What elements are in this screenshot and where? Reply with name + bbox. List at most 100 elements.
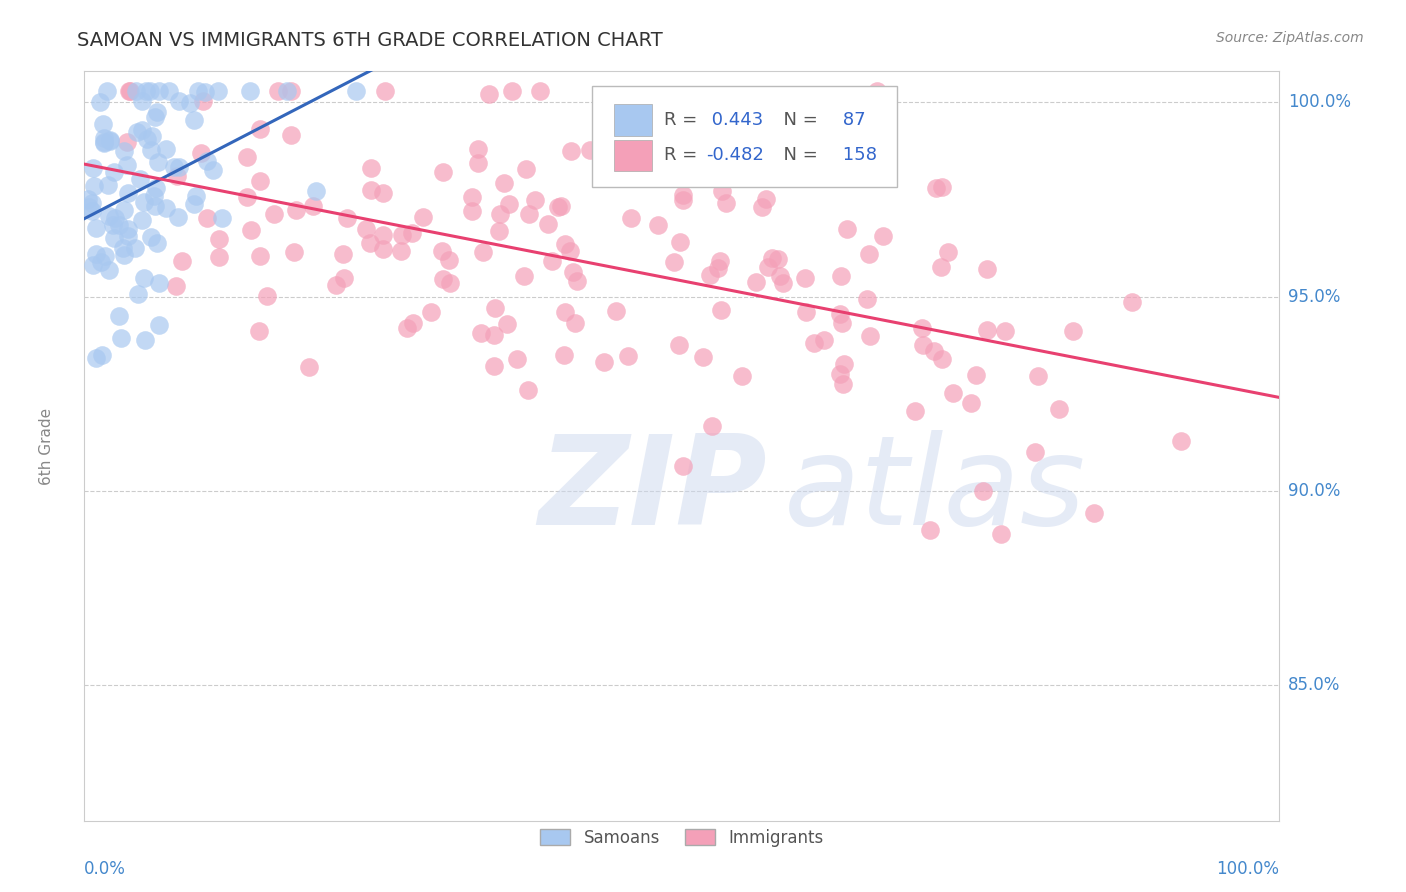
Point xyxy=(461,203,484,218)
Point xyxy=(859,329,882,343)
Point xyxy=(108,219,131,233)
Point xyxy=(135,84,157,98)
Point xyxy=(125,84,148,98)
Point xyxy=(276,84,298,98)
Point xyxy=(155,201,177,215)
Point xyxy=(922,344,945,359)
Point xyxy=(143,188,166,202)
Point xyxy=(191,94,214,108)
Point xyxy=(558,244,581,259)
Point xyxy=(389,244,412,258)
Text: 100.0%: 100.0% xyxy=(1288,94,1351,112)
Point xyxy=(482,328,505,343)
Point xyxy=(80,196,103,211)
Point xyxy=(501,84,523,98)
Point xyxy=(96,178,118,193)
Point xyxy=(793,271,815,285)
Point xyxy=(541,253,564,268)
Point xyxy=(97,210,120,224)
Point xyxy=(371,228,394,243)
Point xyxy=(103,230,125,244)
Point xyxy=(112,144,135,158)
Point xyxy=(112,248,135,262)
Point xyxy=(1024,445,1046,459)
Point xyxy=(236,150,259,164)
Point xyxy=(131,213,153,227)
Point xyxy=(280,84,302,98)
Point xyxy=(1170,434,1192,449)
Point xyxy=(513,269,536,284)
Point xyxy=(976,261,998,276)
Point xyxy=(96,84,118,98)
Point xyxy=(135,131,157,145)
Point xyxy=(492,176,515,190)
Point xyxy=(148,277,170,291)
Point xyxy=(856,292,879,306)
Point xyxy=(325,278,347,293)
Point xyxy=(794,305,817,319)
Point xyxy=(89,95,111,110)
Point xyxy=(537,217,560,231)
Point xyxy=(93,249,115,263)
Point xyxy=(117,228,139,243)
Point xyxy=(283,244,305,259)
Point xyxy=(360,183,382,197)
Point xyxy=(267,84,290,98)
Point xyxy=(141,143,163,157)
Point xyxy=(83,178,105,193)
Point xyxy=(80,203,103,218)
Point xyxy=(134,271,156,285)
Point xyxy=(831,316,853,330)
Point xyxy=(118,84,141,98)
FancyBboxPatch shape xyxy=(592,87,897,187)
Point xyxy=(1026,369,1049,384)
Point xyxy=(124,241,146,255)
Point xyxy=(488,224,510,238)
Point xyxy=(148,318,170,332)
Point xyxy=(605,304,627,318)
Point xyxy=(183,197,205,211)
Text: ZIP: ZIP xyxy=(538,431,768,551)
Point xyxy=(972,484,994,499)
Text: 0.443: 0.443 xyxy=(706,112,763,129)
Point xyxy=(84,351,107,365)
Point xyxy=(1047,401,1070,416)
Point xyxy=(672,193,695,207)
Point xyxy=(579,143,602,157)
Point xyxy=(77,192,100,206)
Point xyxy=(167,160,190,174)
Point xyxy=(866,84,889,98)
Point xyxy=(803,335,825,350)
Point xyxy=(332,246,354,260)
Point xyxy=(430,244,453,259)
Text: -0.482: -0.482 xyxy=(706,146,763,164)
Point xyxy=(201,163,224,178)
Point xyxy=(554,237,576,252)
Point xyxy=(617,349,640,363)
Point xyxy=(931,351,953,366)
Point xyxy=(710,184,733,198)
Point xyxy=(467,142,489,156)
Point xyxy=(1121,295,1143,310)
Text: N =: N = xyxy=(772,112,823,129)
Point xyxy=(467,155,489,169)
Point xyxy=(82,258,104,272)
Point xyxy=(305,184,328,198)
Point xyxy=(925,181,948,195)
Point xyxy=(471,245,494,260)
Point xyxy=(239,223,262,237)
Point xyxy=(976,323,998,337)
Point xyxy=(166,169,188,183)
Text: 6th Grade: 6th Grade xyxy=(39,408,55,484)
Point xyxy=(146,105,169,120)
Point xyxy=(401,226,423,240)
Point xyxy=(959,396,981,410)
Point xyxy=(165,279,187,293)
Point xyxy=(336,211,359,226)
Point xyxy=(256,288,278,302)
Point xyxy=(211,211,233,225)
Point xyxy=(547,200,569,214)
Point xyxy=(112,202,135,217)
Point xyxy=(560,144,582,158)
Point xyxy=(138,84,160,98)
